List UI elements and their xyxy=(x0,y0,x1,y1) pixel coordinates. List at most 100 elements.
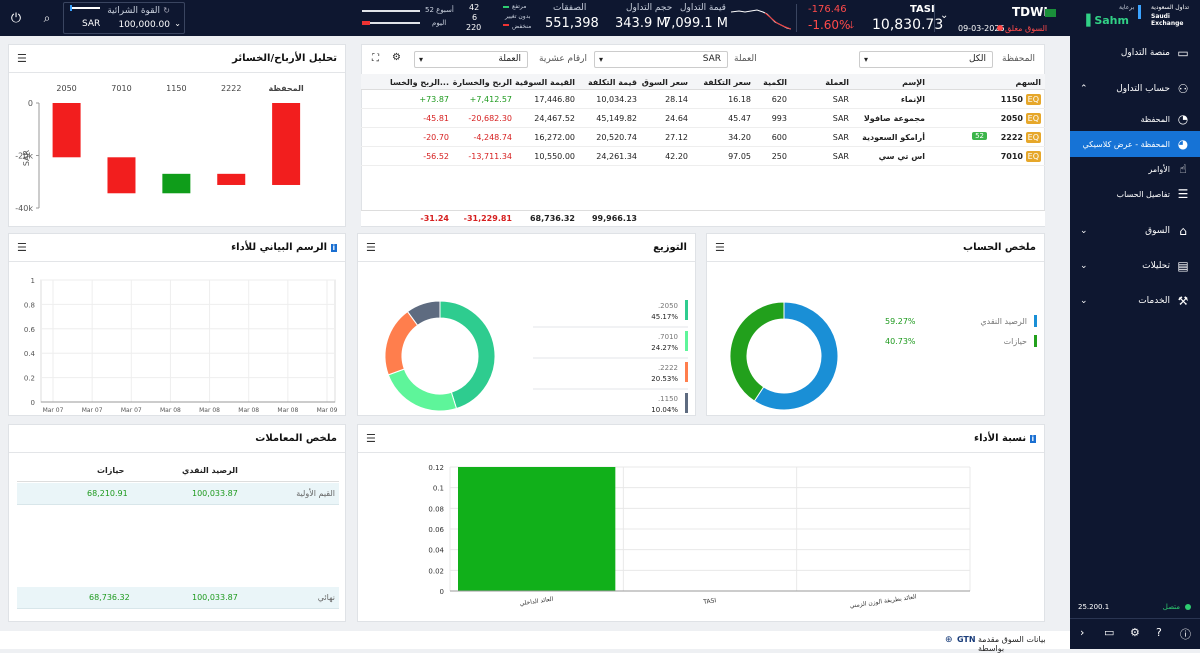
portfolio-label: المحفظة xyxy=(1002,54,1036,64)
bar-7010 xyxy=(107,157,136,194)
sidebar-item-trading-account[interactable]: ⌃ حساب التداول ⚇ xyxy=(1080,82,1189,96)
trade-value-label: قيمة التداول xyxy=(680,3,726,13)
transactions-title: ملخص المعاملات xyxy=(255,433,337,444)
col-cost-price[interactable]: سعر التكلفة xyxy=(703,78,751,87)
col-market-price[interactable]: سعر السوق xyxy=(641,78,688,87)
index-chevron-icon[interactable]: ⌄ xyxy=(940,10,949,21)
sidebar-item-account-details[interactable]: تفاصيل الحساب ☰ xyxy=(1116,187,1189,201)
cell-cost-price: 16.18 xyxy=(728,95,751,104)
sidebar-item-trading-platform[interactable]: منصة التداول ▭ xyxy=(1120,46,1189,60)
cell-qty: 993 xyxy=(771,114,787,123)
cell-cost-val: 24,261.34 xyxy=(596,152,637,161)
chevron-right-icon[interactable]: › xyxy=(1080,626,1085,639)
x-tick-label: Mar 09 xyxy=(317,407,338,414)
y-tick-label: -20k xyxy=(15,152,33,161)
legend-label: الرصيد النقدي xyxy=(980,317,1027,326)
chevron-down-icon: ⌄ xyxy=(1080,261,1088,271)
cell-cur: SAR xyxy=(832,152,849,161)
symbol-ticker[interactable]: TDWL xyxy=(1012,5,1052,19)
chat-icon[interactable]: ▭ xyxy=(1104,626,1115,639)
settings-sliders-icon[interactable]: ☰ xyxy=(366,240,376,254)
currency-dropdown[interactable]: ▾ SAR xyxy=(594,51,728,68)
settings-sliders-icon[interactable]: ☰ xyxy=(715,240,725,254)
bar-2222 xyxy=(217,173,246,185)
table-row[interactable]: EQ 2222 52 أرامكو السعودية SAR 600 34.20 27.12 2… xyxy=(361,129,1045,147)
exchange-logo-icon xyxy=(1138,5,1148,19)
portfolio-dropdown[interactable]: ▾ الكل xyxy=(859,51,993,68)
settings-sliders-icon[interactable]: ☰ xyxy=(17,51,27,65)
category-label: العائد الداخلي xyxy=(519,596,554,608)
help-icon[interactable]: ? xyxy=(1156,626,1162,639)
bar-total xyxy=(272,103,301,185)
info-icon[interactable]: i xyxy=(330,244,337,252)
category-label: TASI xyxy=(702,597,717,606)
table-row[interactable]: EQ 2050 مجموعة صافولا SAR 993 45.47 24.64 45,14… xyxy=(361,110,1045,128)
cell-cost-price: 34.20 xyxy=(728,133,751,142)
portfolio-classic-icon: ◕ xyxy=(1177,137,1189,151)
sidebar-item-analytics[interactable]: ⌄ تحليلات ▤ xyxy=(1080,259,1189,273)
chevron-down-icon[interactable]: ⌄ xyxy=(174,19,181,28)
col-qty[interactable]: الكمية xyxy=(763,78,787,87)
col-cost-value[interactable]: قيمة التكلفة xyxy=(587,78,637,87)
cell-name: أرامكو السعودية xyxy=(862,133,925,142)
x-tick-label: Mar 08 xyxy=(277,407,298,414)
cell-qty: 600 xyxy=(771,133,787,142)
refresh-icon[interactable]: ↻ xyxy=(163,6,170,15)
index-sparkline xyxy=(731,9,791,30)
buying-power-value: 100,000.00 xyxy=(118,20,170,30)
down-count: 220 xyxy=(466,23,482,32)
y-tick-label: 0.08 xyxy=(428,505,444,513)
performance-chart-title: الرسم البياني للأداء i xyxy=(231,242,337,253)
currency-display-dropdown[interactable]: ▾ العملة xyxy=(414,51,528,68)
flag-icon xyxy=(1045,9,1056,17)
nochange-count: 6 xyxy=(472,13,478,22)
footer: ⊕ GTN بيانات السوق مقدمة بواسطة xyxy=(0,631,1070,653)
pl-analysis-title: تحليل الأرباح/الخسائر xyxy=(232,53,337,64)
power-icon[interactable]: ⏻ xyxy=(10,10,22,26)
legend-swatch xyxy=(685,393,688,413)
settings-sliders-icon[interactable]: ☰ xyxy=(17,240,27,254)
y-tick-label: 0.02 xyxy=(428,567,444,575)
buying-power-label: القوة الشرائية xyxy=(107,6,160,16)
transactions-row-final: 68,736.32 100,033.87 نهائي xyxy=(17,587,339,609)
legend-label: .7010 xyxy=(658,333,678,341)
nochange-label: بدون تغيير xyxy=(505,13,531,20)
table-row[interactable]: EQ 1150 الإنماء SAR 620 16.18 28.14 10,034.23 17… xyxy=(361,91,1045,109)
sidebar-item-portfolio[interactable]: المحفظة ◔ xyxy=(1140,112,1189,126)
cell-mkt-val: 17,446.80 xyxy=(534,95,575,104)
col-market-value[interactable]: القيمة السوقية xyxy=(514,78,575,87)
sidebar-item-market[interactable]: ⌄ السوق ⌂ xyxy=(1070,218,1200,244)
distribution-panel: ☰ التوزيع .2050 45.17% .7010 24.27% .2222 20.5… xyxy=(357,233,696,421)
donut-slice xyxy=(387,368,458,412)
cell-pl: -20,682.30 xyxy=(468,114,512,123)
category-label: 2050 xyxy=(56,84,76,93)
legend-swatch xyxy=(1034,315,1037,327)
y-tick-label: 0.6 xyxy=(24,326,36,334)
legend-value: 45.17% xyxy=(651,313,678,321)
sidebar-item-orders[interactable]: الأوامر ☝ xyxy=(1070,156,1200,182)
col-pl-pct[interactable]: الربح والخسا... xyxy=(389,78,449,87)
col-name[interactable]: الإسم xyxy=(902,78,925,87)
sidebar-item-portfolio-classic[interactable]: المحفظة - عرض كلاسيكي ◕ xyxy=(1070,131,1200,157)
buying-power-box[interactable]: SAR القوة الشرائية ↻ 100,000.00 ⌄ xyxy=(63,2,185,34)
table-row[interactable]: EQ 7010 اس تي سي SAR 250 97.05 42.20 24,261.34 1… xyxy=(361,148,1045,166)
search-icon[interactable]: ⌕ xyxy=(43,10,51,25)
col-symbol[interactable]: السهم xyxy=(1015,78,1041,87)
cell-mkt-val: 24,467.52 xyxy=(534,114,575,123)
connection-dot-icon xyxy=(1185,604,1191,610)
cell-qty: 620 xyxy=(771,95,787,104)
gear-icon[interactable]: ⚙ xyxy=(1130,626,1140,639)
col-currency[interactable]: العملة xyxy=(825,78,849,87)
y-tick-label: 0.2 xyxy=(24,375,35,383)
performance-chart-panel: ☰ الرسم البياني للأداء i 1 0.8 0.6 0.4 0.2 0 M… xyxy=(8,233,346,416)
col-pl[interactable]: الربح والخسارة xyxy=(452,78,512,87)
gear-icon[interactable]: ⚙ xyxy=(392,52,401,63)
index-name: TASI xyxy=(910,4,935,15)
fullscreen-icon[interactable]: ⛶ xyxy=(372,53,379,64)
info-icon[interactable]: i xyxy=(1029,435,1036,443)
performance-ratio-title: نسبة الأداء i xyxy=(974,433,1036,444)
settings-sliders-icon[interactable]: ☰ xyxy=(366,431,376,445)
info-icon[interactable]: ⓘ xyxy=(1180,628,1191,641)
account-details-icon: ☰ xyxy=(1177,187,1189,201)
sidebar-item-services[interactable]: ⌄ الخدمات ⚒ xyxy=(1080,294,1189,308)
